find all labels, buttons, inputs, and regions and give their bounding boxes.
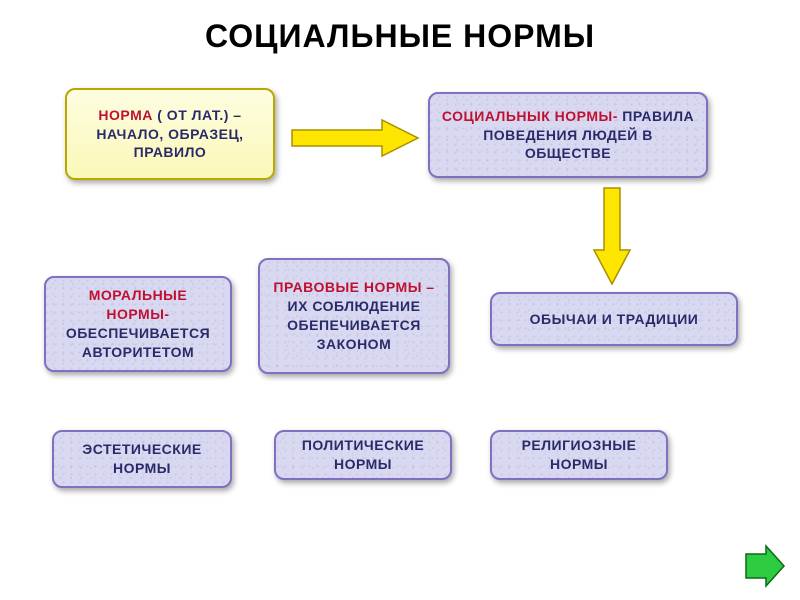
box-moral-norms: МОРАЛЬНЫЕ НОРМЫ- ОБЕСПЕЧИВАЕТСЯ АВТОРИТЕ… — [44, 276, 232, 372]
accent-text: НОРМА — [98, 107, 152, 123]
rest-text: ОБЕСПЕЧИВАЕТСЯ АВТОРИТЕТОМ — [66, 325, 210, 360]
arrow-next-icon — [742, 544, 786, 588]
rest-text: ИХ СОБЛЮДЕНИЕ ОБЕПЕЧИВАЕТСЯ ЗАКОНОМ — [287, 298, 421, 352]
box-aesthetic-text: ЭСТЕТИЧЕСКИЕ НОРМЫ — [64, 440, 220, 478]
box-social-norms: СОЦИАЛЬНЫК НОРМЫ- ПРАВИЛА ПОВЕДЕНИЯ ЛЮДЕ… — [428, 92, 708, 178]
box-social-text: СОЦИАЛЬНЫК НОРМЫ- ПРАВИЛА ПОВЕДЕНИЯ ЛЮДЕ… — [440, 107, 696, 164]
box-moral-text: МОРАЛЬНЫЕ НОРМЫ- ОБЕСПЕЧИВАЕТСЯ АВТОРИТЕ… — [56, 286, 220, 362]
box-religious-text: РЕЛИГИОЗНЫЕ НОРМЫ — [502, 436, 656, 474]
box-customs-text: ОБЫЧАИ И ТРАДИЦИИ — [530, 310, 699, 329]
arrow-down-icon — [592, 186, 632, 288]
box-definition: НОРМА ( ОТ ЛАТ.) – НАЧАЛО, ОБРАЗЕЦ, ПРАВ… — [65, 88, 275, 180]
box-definition-text: НОРМА ( ОТ ЛАТ.) – НАЧАЛО, ОБРАЗЕЦ, ПРАВ… — [77, 106, 263, 163]
arrow-right-icon — [290, 118, 422, 158]
accent-text: СОЦИАЛЬНЫК НОРМЫ- — [442, 108, 618, 124]
accent-text: ПРАВОВЫЕ НОРМЫ – — [273, 279, 434, 295]
page-title: СОЦИАЛЬНЫЕ НОРМЫ — [0, 0, 800, 55]
box-religious: РЕЛИГИОЗНЫЕ НОРМЫ — [490, 430, 668, 480]
next-button[interactable] — [742, 544, 786, 588]
box-customs: ОБЫЧАИ И ТРАДИЦИИ — [490, 292, 738, 346]
accent-text: МОРАЛЬНЫЕ НОРМЫ- — [89, 287, 187, 322]
box-legal-norms: ПРАВОВЫЕ НОРМЫ – ИХ СОБЛЮДЕНИЕ ОБЕПЕЧИВА… — [258, 258, 450, 374]
box-political: ПОЛИТИЧЕСКИЕ НОРМЫ — [274, 430, 452, 480]
box-aesthetic: ЭСТЕТИЧЕСКИЕ НОРМЫ — [52, 430, 232, 488]
box-political-text: ПОЛИТИЧЕСКИЕ НОРМЫ — [286, 436, 440, 474]
box-legal-text: ПРАВОВЫЕ НОРМЫ – ИХ СОБЛЮДЕНИЕ ОБЕПЕЧИВА… — [270, 278, 438, 354]
